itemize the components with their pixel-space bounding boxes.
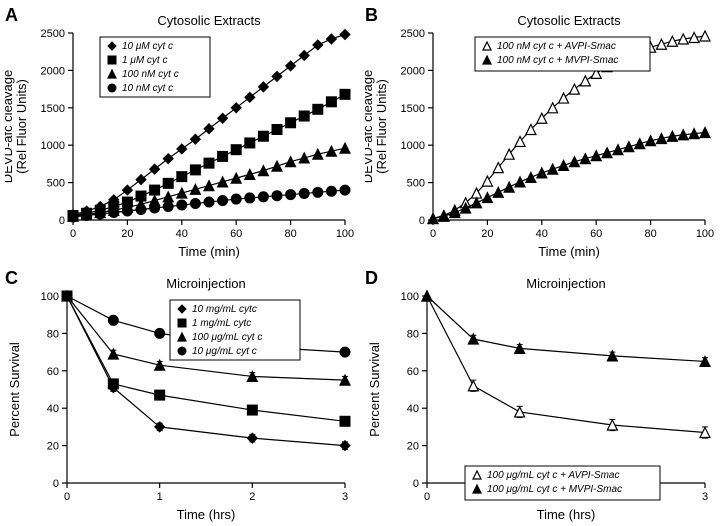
svg-text:2000: 2000	[41, 65, 65, 77]
legend-entry: 10 μg/mL cyt c	[192, 346, 257, 357]
svg-text:40: 40	[536, 228, 548, 240]
y-axis-label: Percent Survival	[7, 342, 22, 437]
legend-entry: 100 μg/mL cyt c	[192, 332, 262, 343]
svg-text:3: 3	[702, 491, 708, 503]
svg-text:0: 0	[70, 228, 76, 240]
panel-label-C: C	[5, 268, 18, 289]
legend-entry: 10 μM cyt c	[122, 41, 173, 52]
chart-D: Microinjection0123020406080100Time (hrs)…	[365, 268, 715, 523]
chart-title: Microinjection	[166, 276, 245, 291]
svg-text:40: 40	[47, 403, 59, 415]
x-axis-label: Time (hrs)	[177, 507, 236, 522]
svg-text:1500: 1500	[401, 103, 425, 115]
svg-text:1000: 1000	[401, 140, 425, 152]
y-axis-label: DEVD-afc cleavage(Rel Fluor Units)	[5, 70, 29, 183]
legend-entry: 100 nM cyt c + AVPI-Smac	[497, 41, 616, 52]
svg-text:500: 500	[47, 178, 65, 190]
panel-B: BCytosolic Extracts020406080100050010001…	[365, 5, 715, 260]
y-axis-label: DEVD-afc cleavage(Rel Fluor Units)	[365, 70, 389, 183]
chart-B: Cytosolic Extracts0204060801000500100015…	[365, 5, 715, 260]
svg-text:40: 40	[176, 228, 188, 240]
svg-text:0: 0	[59, 215, 65, 227]
x-axis-label: Time (min)	[178, 244, 240, 259]
svg-text:80: 80	[644, 228, 656, 240]
legend-entry: 1 μM cyt c	[122, 55, 167, 66]
svg-text:2000: 2000	[401, 65, 425, 77]
svg-text:500: 500	[407, 178, 425, 190]
svg-text:2500: 2500	[401, 28, 425, 40]
svg-text:20: 20	[407, 441, 419, 453]
chart-A: Cytosolic Extracts0204060801000500100015…	[5, 5, 355, 260]
svg-text:0: 0	[413, 478, 419, 490]
legend-entry: 10 nM cyt c	[122, 83, 173, 94]
svg-text:3: 3	[342, 491, 348, 503]
svg-text:100: 100	[401, 291, 419, 303]
panel-label-B: B	[365, 5, 378, 26]
svg-text:0: 0	[430, 228, 436, 240]
svg-text:1500: 1500	[41, 103, 65, 115]
panel-D: DMicroinjection0123020406080100Time (hrs…	[365, 268, 715, 523]
panel-A: ACytosolic Extracts020406080100050010001…	[5, 5, 355, 260]
legend-entry: 1 mg/mL cytc	[192, 318, 251, 329]
chart-C: Microinjection 0 1 2 3 0 20 40 60 80 100 Time (hrs)…	[5, 268, 355, 523]
panel-label-A: A	[5, 5, 18, 26]
svg-text:0: 0	[424, 491, 430, 503]
legend-entry: 10 mg/mL cytc	[192, 304, 257, 315]
chart-title: Cytosolic Extracts	[517, 13, 621, 28]
legend-entry: 100 μg/mL cyt c + AVPI-Smac	[487, 470, 619, 481]
legend-entry: 100 nM cyt c	[122, 69, 179, 80]
svg-text:80: 80	[407, 328, 419, 340]
chart-title: Microinjection	[526, 276, 605, 291]
svg-text:2: 2	[249, 491, 255, 503]
svg-text:100: 100	[696, 228, 714, 240]
svg-text:80: 80	[47, 328, 59, 340]
svg-text:80: 80	[284, 228, 296, 240]
svg-text:20: 20	[121, 228, 133, 240]
svg-text:40: 40	[407, 403, 419, 415]
svg-text:100: 100	[336, 228, 354, 240]
svg-text:0: 0	[64, 491, 70, 503]
svg-text:0: 0	[53, 478, 59, 490]
svg-text:1000: 1000	[41, 140, 65, 152]
svg-text:60: 60	[590, 228, 602, 240]
chart-title: Cytosolic Extracts	[157, 13, 261, 28]
panel-C: C Microinjection 0 1 2 3 0 20 40 60 80 100 Time (hrs…	[5, 268, 355, 523]
y-axis-label: Percent Survival	[367, 342, 382, 437]
x-axis-label: Time (hrs)	[537, 507, 596, 522]
legend-entry: 100 nM cyt c + MVPI-Smac	[497, 55, 618, 66]
svg-text:2500: 2500	[41, 28, 65, 40]
panel-label-D: D	[365, 268, 378, 289]
legend-entry: 100 μg/mL cyt c + MVPI-Smac	[487, 484, 622, 495]
svg-text:20: 20	[481, 228, 493, 240]
x-axis-label: Time (min)	[538, 244, 600, 259]
svg-text:60: 60	[47, 366, 59, 378]
svg-text:0: 0	[419, 215, 425, 227]
svg-text:1: 1	[157, 491, 163, 503]
svg-text:100: 100	[41, 291, 59, 303]
svg-text:60: 60	[230, 228, 242, 240]
svg-text:20: 20	[47, 441, 59, 453]
svg-text:60: 60	[407, 366, 419, 378]
